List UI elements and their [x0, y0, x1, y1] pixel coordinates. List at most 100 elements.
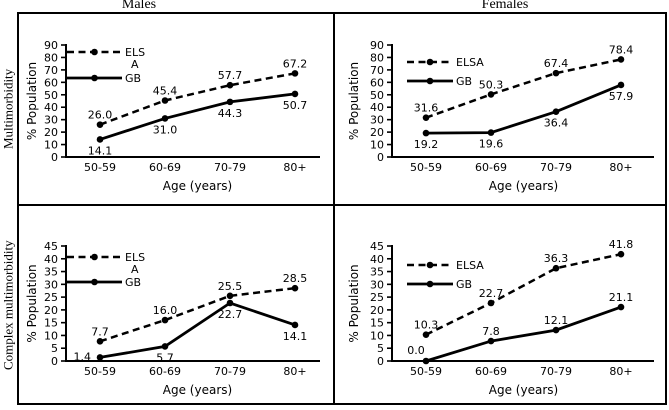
- y-tick-label: 35: [370, 266, 384, 279]
- y-tick-label: 70: [370, 64, 384, 77]
- y-tick-label: 20: [44, 126, 58, 139]
- y-tick-label: 60: [370, 76, 384, 89]
- x-axis-title: Age (years): [489, 383, 558, 397]
- y-tick-label: 10: [370, 329, 384, 342]
- y-tick-label: 0: [51, 151, 58, 164]
- x-tick-label: 50-59: [84, 161, 116, 174]
- y-tick-label: 15: [370, 317, 384, 330]
- x-axis-title: Age (years): [163, 383, 232, 397]
- legend-marker: [426, 261, 434, 269]
- value-label: 16.0: [153, 304, 178, 317]
- value-label: 31.6: [414, 102, 439, 115]
- row-title-multimorbidity: Multimorbidity: [0, 68, 16, 149]
- value-label: 22.7: [479, 287, 504, 300]
- y-tick-label: 70: [44, 64, 58, 77]
- value-label: 57.7: [218, 69, 243, 82]
- data-point: [291, 284, 299, 292]
- value-label: 50.3: [479, 78, 504, 91]
- x-tick-label: 80+: [609, 365, 632, 378]
- legend-label: GB: [125, 276, 141, 289]
- series-elsa: 26.0 45.4 57.7 67.2: [88, 57, 308, 128]
- y-tick-label: 30: [370, 278, 384, 291]
- y-tick-label: 10: [370, 139, 384, 152]
- value-label: 25.5: [218, 280, 243, 293]
- legend-marker: [91, 48, 98, 56]
- y-tick-label: 40: [44, 253, 58, 266]
- value-label: 7.7: [91, 325, 109, 338]
- data-point: [487, 337, 495, 345]
- data-point: [96, 136, 104, 143]
- y-tick-label: 40: [370, 253, 384, 266]
- y-tick-label: 90: [44, 39, 58, 52]
- x-axis: 50-59 60-69 70-79 80+ Age (years): [65, 156, 320, 193]
- data-point: [552, 326, 560, 334]
- y-tick-label: 0: [51, 355, 58, 368]
- y-tick-label: 20: [370, 304, 384, 317]
- value-label: 19.2: [414, 138, 439, 151]
- series-gb: 19.2 19.6 36.4 57.9: [414, 81, 634, 151]
- value-label: 19.6: [479, 138, 504, 151]
- y-tick-label: 30: [370, 114, 384, 127]
- data-point: [226, 299, 234, 307]
- row-title-complex-multimorbidity: Complex multimorbidity: [0, 240, 16, 370]
- value-label: 57.9: [609, 90, 634, 103]
- legend-label: A: [131, 58, 139, 71]
- y-axis-title: % Population: [25, 62, 39, 140]
- y-tick-label: 60: [44, 76, 58, 89]
- x-axis: 50-59 60-69 70-79 80+ Age (years): [65, 360, 320, 397]
- y-tick-label: 10: [44, 329, 58, 342]
- y-tick-label: 5: [377, 342, 384, 355]
- x-tick-label: 70-79: [214, 161, 246, 174]
- y-axis-title: % Population: [347, 62, 361, 140]
- y-tick-label: 20: [44, 304, 58, 317]
- y-tick-label: 5: [51, 342, 58, 355]
- y-tick-label: 80: [370, 51, 384, 64]
- data-point: [161, 97, 169, 104]
- data-point: [291, 90, 299, 98]
- data-point: [161, 115, 169, 122]
- data-point: [617, 250, 625, 258]
- value-label: 67.4: [544, 57, 569, 70]
- value-label: 7.8: [482, 325, 500, 338]
- legend-label: GB: [125, 72, 141, 85]
- panel-vertical-divider: [333, 12, 335, 405]
- data-point: [422, 114, 430, 121]
- x-axis-title: Age (years): [163, 179, 232, 193]
- data-point: [96, 121, 104, 128]
- value-label: 36.3: [544, 252, 569, 265]
- value-label: 67.2: [283, 57, 308, 70]
- y-axis-title: % Population: [25, 264, 39, 342]
- data-point: [161, 343, 169, 350]
- value-label: 28.5: [283, 272, 308, 285]
- data-point: [226, 98, 234, 106]
- x-tick-label: 50-59: [410, 161, 442, 174]
- y-tick-label: 90: [370, 39, 384, 52]
- legend-label: A: [131, 263, 139, 276]
- column-title-males: Males: [121, 0, 157, 12]
- y-tick-label: 35: [44, 266, 58, 279]
- x-tick-label: 60-69: [475, 365, 507, 378]
- x-tick-label: 70-79: [214, 365, 246, 378]
- data-point: [161, 316, 169, 324]
- legend-marker: [91, 74, 98, 82]
- legend-label: ELSA: [456, 259, 484, 272]
- value-label: 78.4: [609, 43, 634, 56]
- y-tick-label: 0: [377, 151, 384, 164]
- legend-label: ELS: [125, 251, 145, 264]
- legend-marker: [91, 253, 98, 261]
- legend-label: GB: [456, 278, 472, 291]
- series-elsa: 7.7 16.0 25.5 28.5: [91, 272, 308, 345]
- data-point: [291, 70, 299, 77]
- data-point: [422, 331, 430, 338]
- data-point: [96, 354, 104, 361]
- value-label: 26.0: [88, 109, 113, 122]
